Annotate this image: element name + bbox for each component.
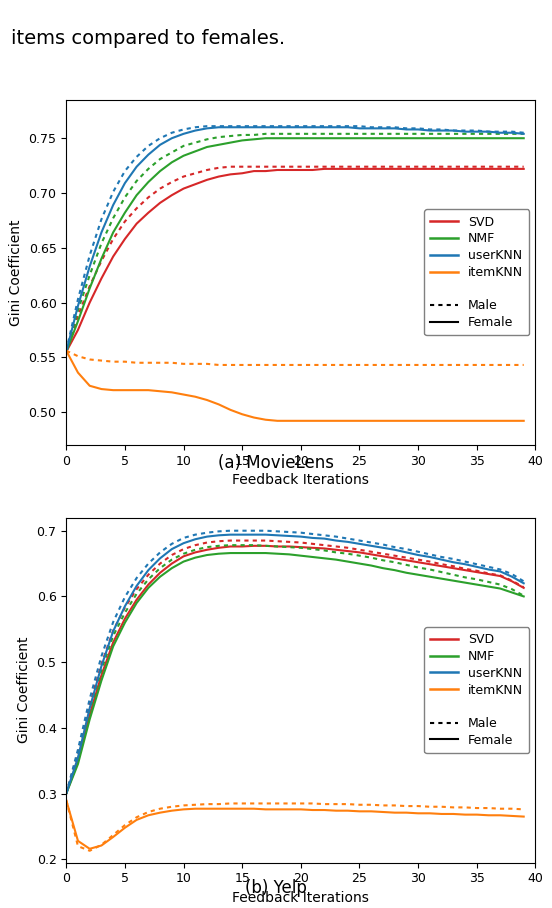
Legend: SVD, NMF, userKNN, itemKNN, , Male, Female: SVD, NMF, userKNN, itemKNN, , Male, Fema… xyxy=(424,210,529,335)
Text: (b) Yelp: (b) Yelp xyxy=(245,879,307,897)
X-axis label: Feedback Iterations: Feedback Iterations xyxy=(232,891,369,905)
X-axis label: Feedback Iterations: Feedback Iterations xyxy=(232,473,369,488)
Text: (a) MovieLens: (a) MovieLens xyxy=(218,454,334,472)
Y-axis label: Gini Coefficient: Gini Coefficient xyxy=(17,637,31,744)
Legend: SVD, NMF, userKNN, itemKNN, , Male, Female: SVD, NMF, userKNN, itemKNN, , Male, Fema… xyxy=(424,627,529,753)
Y-axis label: Gini Coefficient: Gini Coefficient xyxy=(9,219,23,326)
Text: items compared to females.: items compared to females. xyxy=(11,29,285,47)
